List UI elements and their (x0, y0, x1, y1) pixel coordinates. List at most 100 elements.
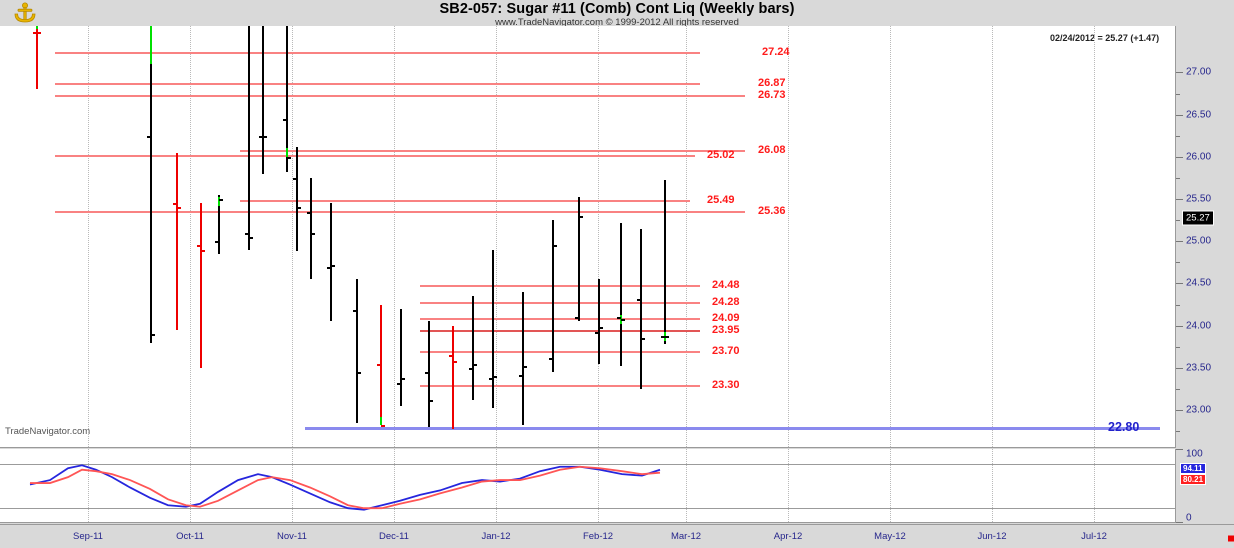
stochastic-pane[interactable]: StochD (3)StochK (5,3) (0, 449, 1175, 523)
price-axis-tick (1176, 283, 1183, 285)
price-level-line[interactable] (420, 384, 700, 387)
ohlc-bar[interactable] (307, 177, 315, 280)
ohlc-bar[interactable] (637, 228, 645, 389)
ohlc-bar-stem (296, 146, 298, 252)
ohlc-bar[interactable] (377, 304, 385, 428)
ohlc-bar[interactable] (549, 220, 557, 373)
ohlc-gap-marker (380, 416, 382, 426)
ohlc-bar[interactable] (489, 249, 497, 409)
stochastic-axis[interactable]: 100 0 94.11 80.21 (1175, 448, 1234, 524)
price-level-label: 25.36 (758, 204, 786, 217)
ohlc-close-tick (641, 338, 645, 341)
price-level-label: 25.49 (707, 193, 735, 206)
price-level-line[interactable] (55, 95, 745, 98)
ohlc-bar[interactable] (283, 26, 291, 172)
ohlc-bar[interactable] (327, 203, 335, 322)
ohlc-bar[interactable] (595, 279, 603, 364)
ohlc-bar-stem (400, 308, 402, 406)
ohlc-close-tick (523, 366, 527, 369)
ohlc-bar[interactable] (293, 146, 301, 252)
ohlc-bar-stem (664, 180, 666, 345)
ohlc-bar-stem (150, 26, 152, 343)
ohlc-open-tick (397, 383, 401, 385)
price-axis-tick (1176, 410, 1183, 412)
price-level-line[interactable] (55, 52, 700, 55)
ohlc-close-tick (401, 377, 405, 380)
vertical-gridline (788, 449, 789, 522)
price-level-line[interactable] (240, 150, 745, 153)
ohlc-bar[interactable] (353, 279, 361, 423)
stochastic-series-line (29, 464, 661, 511)
ohlc-close-tick (429, 399, 433, 402)
anchor-logo-icon (8, 1, 42, 25)
ohlc-bar[interactable] (425, 321, 433, 427)
price-level-line[interactable] (420, 350, 700, 353)
ohlc-bar[interactable] (33, 26, 41, 90)
price-level-line[interactable] (55, 83, 700, 86)
price-level-line[interactable] (420, 318, 700, 321)
ohlc-bar[interactable] (173, 152, 181, 330)
price-axis-tick-label: 25.50 (1186, 193, 1212, 205)
price-axis[interactable]: 27.00 26.50 26.00 25.50 25.00 24.50 24.00 23.50… (1175, 26, 1234, 448)
ohlc-bar[interactable] (575, 197, 583, 322)
price-level-line[interactable] (420, 285, 700, 288)
ohlc-bar[interactable] (617, 222, 625, 367)
ohlc-close-tick (453, 361, 457, 364)
date-axis[interactable]: Sep-11 Oct-11 Nov-11 Dec-11 Jan-12 Feb-12 Mar-… (0, 524, 1234, 548)
vertical-gridline (890, 449, 891, 522)
price-level-label: 24.09 (712, 312, 740, 325)
ohlc-gap-marker (150, 26, 152, 64)
price-axis-tick (1176, 114, 1183, 116)
date-axis-tick-label: Mar-12 (670, 531, 702, 542)
price-axis-tick-label: 23.00 (1186, 404, 1212, 416)
ohlc-bar[interactable] (245, 26, 253, 250)
ohlc-close-tick (219, 199, 223, 202)
stochastic-value-badge: 80.21 (1180, 474, 1207, 485)
price-level-line[interactable] (55, 210, 745, 213)
support-level-line[interactable] (305, 426, 1160, 430)
ohlc-bar[interactable] (397, 308, 405, 406)
ohlc-bar[interactable] (215, 194, 223, 254)
ohlc-open-tick (283, 118, 287, 121)
ohlc-bar-stem (286, 26, 288, 172)
vertical-gridline (890, 26, 891, 447)
vertical-gridline (1094, 449, 1095, 522)
stochastic-axis-tick-label: 100 (1186, 448, 1203, 460)
vertical-gridline (190, 26, 191, 447)
ohlc-close-tick (381, 425, 385, 428)
vertical-gridline (598, 449, 599, 522)
stochastic-axis-tick (1176, 449, 1183, 450)
price-axis-minor-tick (1176, 304, 1180, 306)
price-level-line[interactable] (55, 155, 695, 158)
ohlc-open-tick (147, 135, 151, 138)
ohlc-bar[interactable] (197, 203, 205, 368)
ohlc-bar[interactable] (147, 26, 155, 343)
ohlc-bar[interactable] (259, 26, 267, 174)
price-level-line[interactable] (420, 301, 700, 304)
ohlc-close-tick (473, 363, 477, 366)
ohlc-gap-marker (218, 197, 220, 206)
ohlc-bar-stem (248, 26, 250, 250)
price-level-line[interactable] (420, 329, 700, 332)
ohlc-bar[interactable] (449, 325, 457, 429)
ohlc-gap-marker (36, 26, 38, 29)
ohlc-bar-stem (200, 203, 202, 368)
ohlc-close-tick (331, 264, 335, 267)
ohlc-bar-stem (176, 152, 178, 330)
ohlc-bar[interactable] (661, 180, 669, 345)
stochastic-band-line (0, 508, 1175, 510)
ohlc-bar-stem (36, 26, 38, 90)
price-level-line[interactable] (240, 199, 690, 202)
ohlc-bar-stem (262, 26, 264, 174)
price-axis-tick (1176, 325, 1183, 327)
ohlc-bar[interactable] (469, 296, 477, 400)
ohlc-open-tick (377, 363, 381, 366)
price-chart-pane[interactable]: 02/24/2012 = 25.27 (+1.47) TradeNavigato… (0, 26, 1175, 448)
ohlc-open-tick (197, 245, 201, 248)
price-axis-minor-tick (1176, 346, 1180, 348)
ohlc-bar[interactable] (519, 291, 527, 426)
ohlc-close-tick (311, 232, 315, 235)
ohlc-close-tick (665, 335, 669, 338)
date-axis-tick-label: Jan-12 (481, 531, 511, 542)
